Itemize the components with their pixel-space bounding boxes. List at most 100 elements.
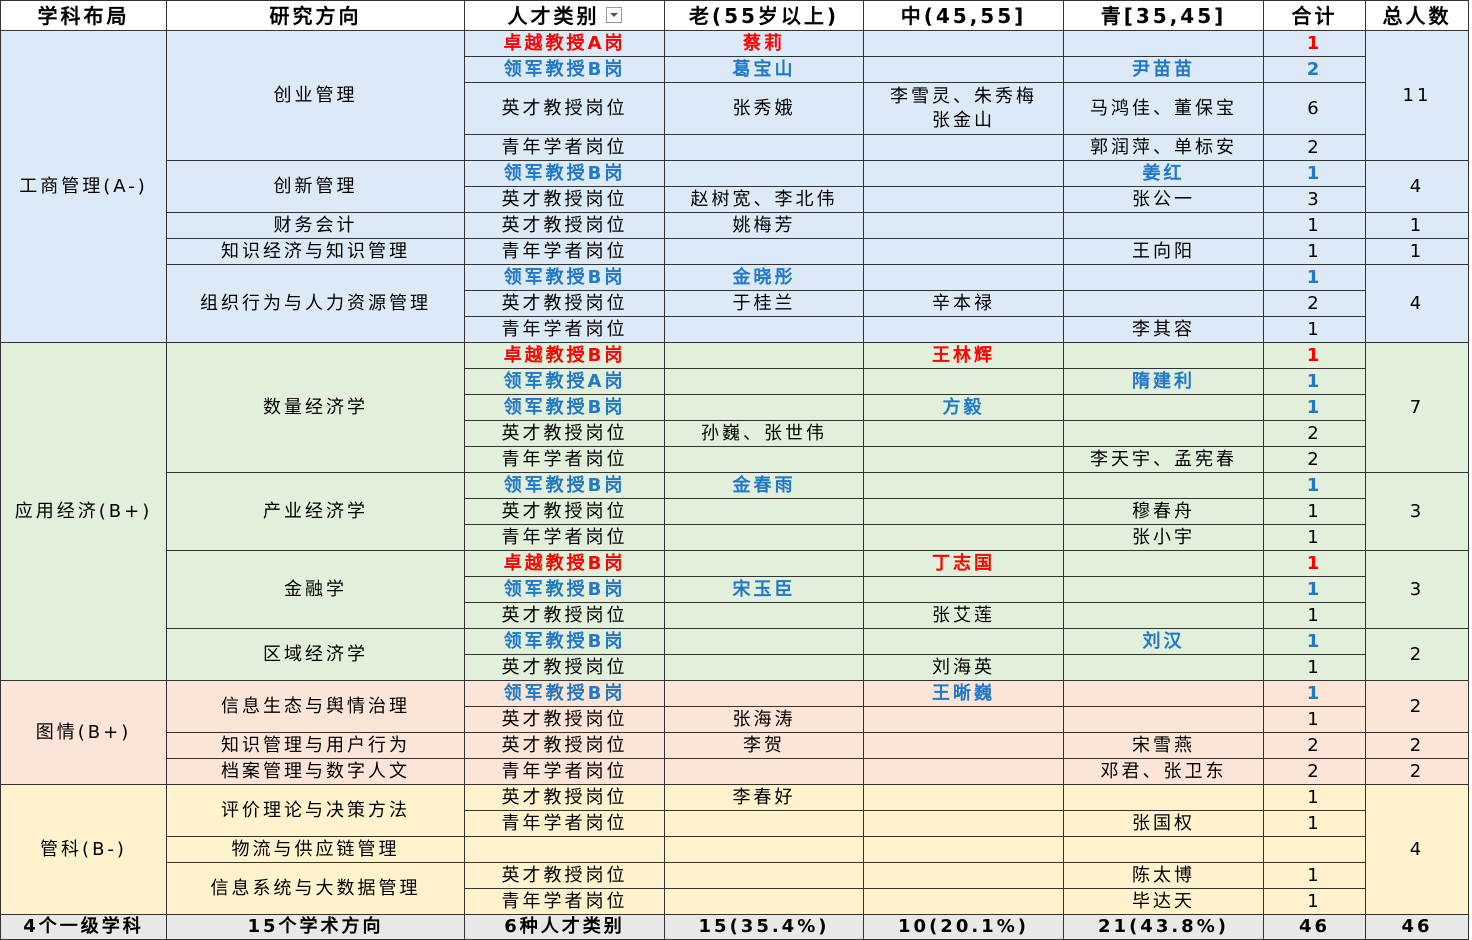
category-text: 领军教授B岗 <box>503 266 626 288</box>
category-cell: 英才教授岗位 <box>464 186 665 213</box>
footer-cell: 6种人才类别 <box>464 914 665 940</box>
mid-cell <box>863 836 1064 863</box>
category-text: 英才教授岗位 <box>501 422 628 444</box>
old-cell: 姚梅芳 <box>664 212 864 239</box>
old-cell <box>664 888 864 915</box>
discipline-cell: 应用经济(B+) <box>0 342 167 681</box>
header-cell: 学科布局 <box>0 0 167 31</box>
old-cell <box>664 446 864 473</box>
category-text: 领军教授B岗 <box>503 396 626 418</box>
young-cell: 刘汉 <box>1063 628 1264 655</box>
filter-button[interactable] <box>605 7 622 23</box>
old-cell: 宋玉臣 <box>664 576 864 603</box>
footer-cell: 15(35.4%) <box>664 914 864 940</box>
young-cell: 郭润萍、单标安 <box>1063 134 1264 161</box>
sum-cell: 1 <box>1263 264 1366 291</box>
mid-cell <box>863 732 1064 759</box>
category-text: 英才教授岗位 <box>501 604 628 626</box>
old-text: 金春雨 <box>732 474 796 496</box>
direction-cell: 创业管理 <box>166 30 465 161</box>
name-line: 张金山 <box>932 109 995 131</box>
category-text: 青年学者岗位 <box>501 526 628 548</box>
old-text: 姚梅芳 <box>732 214 796 236</box>
mid-cell: 刘海英 <box>863 654 1064 681</box>
sum-text: 6 <box>1307 97 1322 119</box>
category-text: 青年学者岗位 <box>501 448 628 470</box>
footer-cell: 21(43.8%) <box>1063 914 1264 940</box>
sum-cell: 2 <box>1263 56 1366 83</box>
mid-cell <box>863 862 1064 889</box>
old-text: 葛宝山 <box>732 58 796 80</box>
direction-cell: 知识管理与用户行为 <box>166 732 465 759</box>
discipline-cell: 管科(B-) <box>0 784 167 915</box>
header-cell: 中(45,55] <box>863 0 1064 31</box>
total-cell: 7 <box>1365 342 1469 473</box>
young-cell <box>1063 654 1264 681</box>
category-cell: 英才教授岗位 <box>464 602 665 629</box>
sum-text: 2 <box>1306 58 1323 80</box>
sum-cell: 2 <box>1263 446 1366 473</box>
category-text: 英才教授岗位 <box>501 734 628 756</box>
young-cell <box>1063 550 1264 577</box>
young-cell <box>1063 290 1264 317</box>
direction-cell: 区域经济学 <box>166 628 465 681</box>
old-cell <box>664 654 864 681</box>
category-cell: 青年学者岗位 <box>464 758 665 785</box>
sum-cell: 1 <box>1263 212 1366 239</box>
mid-cell <box>863 30 1064 57</box>
category-text: 卓越教授B岗 <box>503 344 626 366</box>
mid-cell <box>863 212 1064 239</box>
young-cell: 穆春舟 <box>1063 498 1264 525</box>
category-text: 英才教授岗位 <box>501 500 628 522</box>
direction-cell: 知识经济与知识管理 <box>166 238 465 265</box>
mid-cell <box>863 56 1064 83</box>
young-text: 邓君、张卫东 <box>1100 760 1227 782</box>
sum-cell: 1 <box>1263 524 1366 551</box>
young-text: 郭润萍、单标安 <box>1090 136 1237 158</box>
sum-cell: 2 <box>1263 732 1366 759</box>
old-cell <box>664 524 864 551</box>
category-text: 领军教授B岗 <box>503 682 626 704</box>
old-cell: 孙巍、张世伟 <box>664 420 864 447</box>
footer-cell: 10(20.1%) <box>863 914 1064 940</box>
mid-cell <box>863 576 1064 603</box>
direction-cell: 组织行为与人力资源管理 <box>166 264 465 343</box>
category-text: 领军教授B岗 <box>503 58 626 80</box>
young-cell: 马鸿佳、董保宝 <box>1063 82 1264 135</box>
old-text: 李贺 <box>743 734 785 756</box>
category-text: 卓越教授A岗 <box>503 32 626 54</box>
header-cell: 合计 <box>1263 0 1366 31</box>
young-text: 尹苗苗 <box>1132 58 1195 80</box>
table-row: 管科(B-) 评价理论与决策方法 英才教授岗位 李春好 1 4 <box>0 784 1469 915</box>
mid-cell <box>863 524 1064 551</box>
young-cell <box>1063 680 1264 707</box>
young-cell: 姜红 <box>1063 160 1264 187</box>
table-row: 应用经济(B+) 数量经济学 卓越教授B岗 王林辉 1 7 <box>0 342 1469 681</box>
header-text: 学科布局 <box>37 3 130 28</box>
young-text: 张公一 <box>1132 188 1195 210</box>
sum-cell: 1 <box>1263 342 1366 369</box>
sum-cell: 1 <box>1263 706 1366 733</box>
header-cell: 人才类别 <box>464 0 665 31</box>
old-text: 于桂兰 <box>732 292 796 314</box>
young-cell: 王向阳 <box>1063 238 1264 265</box>
mid-cell <box>863 420 1064 447</box>
sum-text: 2 <box>1307 136 1322 158</box>
table-row: 图情(B+) 信息生态与舆情治理 领军教授B岗 王晰巍 1 2 <box>0 680 1469 785</box>
category-text: 英才教授岗位 <box>501 188 628 210</box>
young-text: 张国权 <box>1132 812 1195 834</box>
total-cell: 4 <box>1365 160 1469 213</box>
mid-cell: 王晰巍 <box>863 680 1064 707</box>
category-text: 英才教授岗位 <box>501 656 628 678</box>
mid-text: 王林辉 <box>932 344 995 366</box>
old-cell: 金晓彤 <box>664 264 864 291</box>
category-cell: 卓越教授A岗 <box>464 30 665 57</box>
young-cell: 陈太博 <box>1063 862 1264 889</box>
category-cell: 英才教授岗位 <box>464 706 665 733</box>
sum-text: 2 <box>1307 448 1322 470</box>
sum-text: 2 <box>1307 292 1322 314</box>
old-cell: 李春好 <box>664 784 864 811</box>
table-row: 领军教授B岗 葛宝山 尹苗苗 2 <box>0 56 1469 83</box>
category-cell: 领军教授B岗 <box>464 56 665 83</box>
sum-cell: 1 <box>1263 498 1366 525</box>
